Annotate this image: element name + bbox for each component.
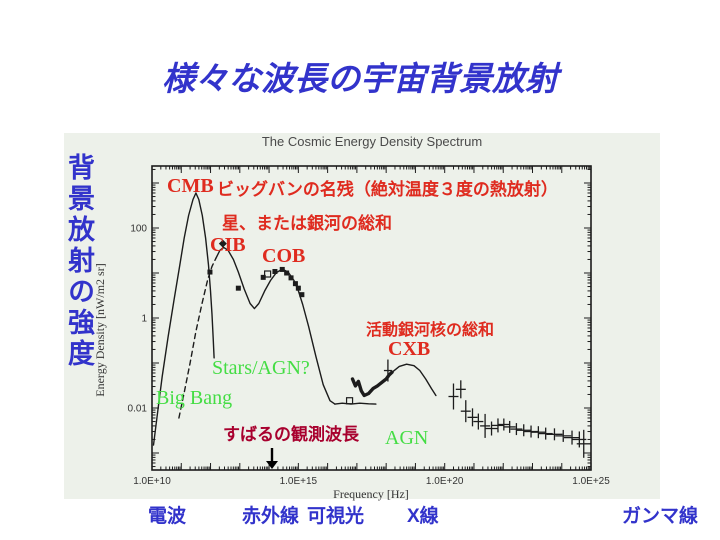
spectrum-band-label: X線	[407, 506, 439, 527]
down-arrow-icon	[266, 461, 278, 469]
chart-image-background	[64, 133, 660, 499]
data-point-square	[260, 274, 266, 280]
spectrum-band-label: 電波	[148, 506, 187, 527]
curve-cib-cob-background	[215, 246, 336, 405]
curve-stars-agn-extrapolation	[178, 257, 217, 419]
y-axis-title: Energy Density [nW/m2 sr]	[93, 263, 107, 396]
x-tick-label: 1.0E+25	[572, 476, 610, 487]
plot-layer: 1.0E+10 1.0E+15 1.0E+20 1.0E+25 100 1 0.01	[64, 133, 660, 499]
x-tick-label: 1.0E+15	[280, 476, 318, 487]
x-axis-title: Frequency [Hz]	[333, 487, 409, 501]
spectrum-band-label: 可視光	[307, 506, 365, 527]
curve-cxb-model	[391, 363, 437, 397]
stars-galaxies-note: 星、または銀河の総和	[222, 214, 392, 233]
agn-label: AGN	[385, 427, 429, 449]
chart-title: The Cosmic Energy Density Spectrum	[261, 134, 483, 149]
data-point-square	[207, 269, 213, 275]
y-tick-label: 100	[130, 224, 147, 235]
curve-cxb-dense-data	[350, 370, 394, 398]
data-point-square	[299, 292, 305, 298]
data-point-square	[288, 275, 294, 281]
spectrum-band-label: ガンマ線	[622, 506, 699, 527]
cxb-label: CXB	[388, 338, 431, 360]
data-point-diamond	[218, 239, 227, 248]
cib-label: CIB	[210, 234, 246, 256]
y-axis-concept-label: 背景放射の強度	[64, 153, 94, 370]
page-title: 様々な波長の宇宙背景放射	[162, 60, 558, 97]
data-point-square	[235, 285, 241, 291]
data-point-square	[279, 266, 285, 272]
subaru-wavelength-label: すばるの観測波長	[223, 425, 359, 444]
big-bang-label: Big Bang	[156, 387, 233, 409]
y-tick-label: 1	[141, 314, 147, 325]
data-point-open-square	[264, 270, 272, 278]
data-point-square	[295, 285, 301, 291]
data-point-square	[292, 281, 298, 287]
spectrum-band-label: 赤外線	[242, 506, 300, 527]
bigbang-note: ビッグバンの名残（絶対温度３度の熱放射）	[217, 180, 558, 199]
x-tick-label: 1.0E+20	[426, 476, 464, 487]
cob-label: COB	[262, 245, 306, 267]
cmb-label: CMB	[167, 175, 214, 197]
data-point-open-square	[345, 397, 354, 405]
x-tick-label: 1.0E+10	[133, 476, 171, 487]
y-tick-label: 0.01	[128, 404, 148, 415]
curve-cmb-blackbody	[152, 192, 215, 446]
data-point-square	[284, 270, 290, 276]
curve-x-ray-floor	[334, 402, 377, 405]
agn-sum-note: 活動銀河核の総和	[366, 322, 495, 339]
stars-agn-label: Stars/AGN?	[212, 357, 310, 379]
data-point-square	[272, 268, 278, 274]
